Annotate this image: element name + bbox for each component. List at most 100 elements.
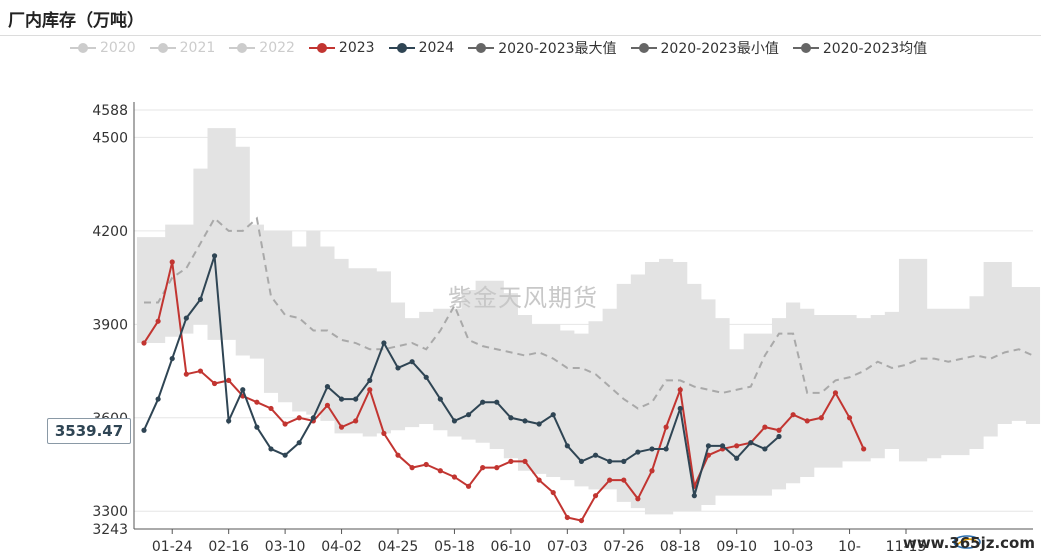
legend-item-2020-2023最小值[interactable]: 2020-2023最小值	[630, 38, 779, 58]
series-2023-point	[211, 380, 218, 387]
legend-item-2022[interactable]: 2022	[229, 40, 295, 56]
y-tick-label: 3300	[92, 504, 128, 520]
watermark-text: 紫金天风期货	[448, 284, 598, 312]
series-2024-point	[705, 443, 712, 449]
series-2024-point	[423, 374, 429, 380]
series-2023-point	[804, 418, 810, 424]
y-tick-label: 4200	[92, 224, 128, 240]
x-tick-label: 04-02	[321, 539, 362, 555]
series-2024-point	[494, 399, 500, 405]
x-tick-label: 01-24	[152, 539, 193, 555]
legend-marker-icon	[792, 43, 819, 53]
x-tick-label: 08-18	[660, 539, 701, 555]
legend-item-2020[interactable]: 2020	[70, 40, 136, 56]
series-2023-point	[635, 496, 641, 502]
series-2023-point	[578, 517, 585, 524]
x-tick-label: 11-15	[886, 539, 927, 555]
title-divider	[0, 35, 1041, 36]
series-2023-point	[226, 377, 232, 384]
series-2024-point	[776, 433, 782, 440]
series-2024-point	[240, 387, 246, 393]
site-url: www.365jz.com	[902, 534, 1035, 552]
series-2024-point	[141, 427, 147, 433]
series-2023-point	[832, 390, 839, 396]
series-2023-point	[621, 477, 627, 483]
series-2024-point	[719, 443, 726, 449]
legend-label: 2023	[338, 40, 375, 56]
series-2023-point	[522, 458, 528, 464]
series-2024-point	[550, 412, 556, 418]
series-2024-point	[226, 418, 232, 424]
series-2024-point	[635, 449, 641, 455]
series-2024-point	[324, 384, 331, 390]
legend-marker-icon	[229, 43, 256, 53]
series-2024-point	[211, 253, 218, 259]
series-2023-point	[338, 424, 345, 430]
x-tick-label: 04-25	[378, 539, 419, 555]
series-2023-point	[254, 399, 260, 405]
series-2024-point	[268, 446, 274, 452]
legend-label: 2024	[418, 40, 455, 56]
legend-item-2021[interactable]: 2021	[149, 40, 216, 56]
y-tick-label: 3900	[92, 317, 128, 333]
legend-item-2020-2023均值[interactable]: 2020-2023均值	[792, 38, 927, 58]
series-2023-point	[776, 427, 782, 433]
series-2024-point	[734, 455, 740, 461]
series-2024-point	[592, 452, 599, 458]
legend-marker-icon	[630, 43, 657, 53]
series-2023-line	[143, 261, 865, 522]
series-2024-point	[536, 421, 542, 427]
y-tick-label: 3243	[92, 522, 128, 538]
chart-title: 厂内库存（万吨）	[8, 11, 144, 31]
series-2024-point	[381, 340, 387, 346]
series-2023-point	[762, 424, 768, 430]
series-2024-point	[197, 296, 204, 303]
legend-item-2020-2023最大值[interactable]: 2020-2023最大值	[468, 38, 617, 58]
series-2023-point	[169, 259, 175, 265]
series-avg-line	[144, 216, 1034, 410]
legend-item-2023[interactable]: 2023	[308, 40, 375, 56]
series-2024-point	[353, 396, 359, 402]
series-2023-point	[141, 340, 147, 346]
legend-item-2024[interactable]: 2024	[388, 40, 455, 56]
series-2023-point	[536, 477, 542, 483]
legend-marker-icon	[388, 43, 415, 53]
series-2023-point	[353, 418, 359, 424]
series-2023-point	[423, 461, 429, 468]
series-2024-point	[183, 315, 189, 321]
series-2024-point	[578, 458, 585, 464]
series-2023-point	[324, 402, 331, 408]
legend-label: 2020-2023最大值	[498, 41, 617, 57]
series-2024-point	[367, 377, 373, 384]
series-2024-point	[437, 396, 443, 402]
legend-label: 2022	[259, 40, 295, 56]
series-2024-point	[480, 399, 486, 405]
x-tick-label: 10-03	[773, 539, 814, 555]
series-2024-point	[169, 355, 175, 362]
series-2023-point	[367, 387, 373, 393]
series-2024-point	[649, 446, 655, 452]
series-2024-point	[663, 446, 669, 452]
series-2024-point	[338, 396, 345, 402]
series-2024-point	[155, 396, 161, 402]
legend-label: 2020	[100, 40, 136, 56]
series-2024-point	[282, 452, 288, 458]
series-2024-point	[451, 418, 458, 424]
series-2023-point	[296, 415, 302, 421]
legend-label: 2021	[179, 40, 216, 56]
series-2023-point	[183, 371, 189, 377]
series-2023-point	[197, 368, 204, 374]
series-2024-point	[508, 415, 514, 421]
chart-legend: 2020 2021 2022 2023 2024 2020-2023最大值 2020-202…	[70, 38, 941, 58]
series-2024-point	[691, 493, 697, 499]
x-tick-label: 07-26	[603, 539, 644, 555]
series-2024-point	[564, 443, 570, 449]
max-min-band	[136, 128, 1041, 515]
series-2023-point	[861, 446, 867, 452]
x-tick-label: 10-	[838, 539, 861, 555]
series-2023-point	[395, 452, 401, 458]
series-2023-point	[381, 430, 387, 436]
x-tick-label: 07-03	[547, 539, 588, 555]
series-2023-point	[818, 415, 824, 421]
